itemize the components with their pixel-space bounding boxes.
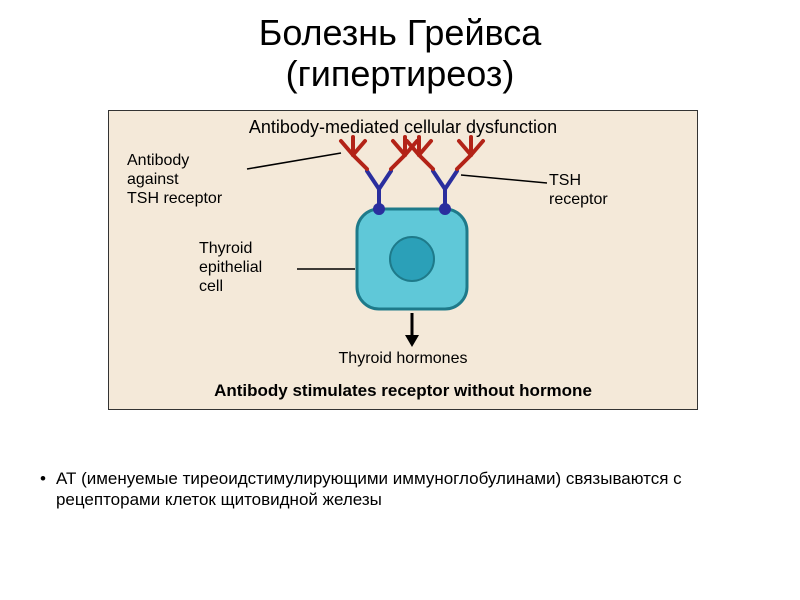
diagram-svg [109, 111, 698, 410]
title-line1: Болезнь Грейвса [259, 12, 542, 53]
diagram-box: Antibody-mediated cellular dysfunction A… [108, 110, 698, 410]
bullet-dot-icon: • [40, 468, 46, 489]
bullet-item: • АТ (именуемые тиреоидстимулирующими им… [40, 468, 760, 511]
bullet-area: • АТ (именуемые тиреоидстимулирующими им… [40, 468, 760, 511]
bullet-text: АТ (именуемые тиреоидстимулирующими имму… [56, 468, 760, 511]
title-line2: (гипертиреоз) [286, 53, 515, 94]
slide-title: Болезнь Грейвса (гипертиреоз) [0, 0, 800, 95]
